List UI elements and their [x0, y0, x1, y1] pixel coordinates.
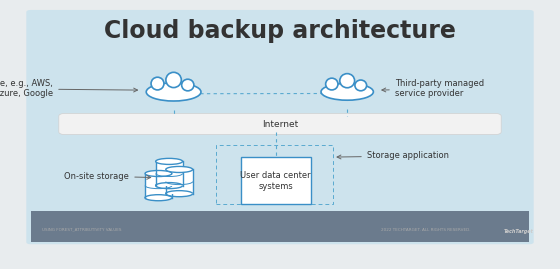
Text: User data center
systems: User data center systems	[240, 171, 311, 191]
Text: Third-party managed
service provider: Third-party managed service provider	[382, 79, 484, 98]
Text: USING FOREST_ATTRIBUTIVITY VALUES: USING FOREST_ATTRIBUTIVITY VALUES	[42, 228, 122, 232]
FancyBboxPatch shape	[59, 114, 501, 134]
Text: 2022 TECHTARGET. ALL RIGHTS RESERVED.: 2022 TECHTARGET. ALL RIGHTS RESERVED.	[381, 228, 470, 232]
Ellipse shape	[166, 72, 181, 88]
Ellipse shape	[166, 167, 193, 172]
Ellipse shape	[156, 183, 183, 189]
Bar	[166, 169, 193, 194]
Ellipse shape	[145, 195, 172, 201]
Text: Cloud backup architecture: Cloud backup architecture	[104, 19, 456, 43]
Ellipse shape	[146, 83, 201, 101]
FancyBboxPatch shape	[26, 10, 534, 244]
Ellipse shape	[340, 74, 354, 88]
Bar	[216, 145, 333, 204]
Bar	[241, 157, 311, 204]
Ellipse shape	[321, 83, 374, 100]
Bar	[156, 161, 183, 186]
Bar	[145, 174, 172, 198]
Bar	[31, 211, 529, 242]
Ellipse shape	[145, 171, 172, 176]
Text: Internet: Internet	[262, 119, 298, 129]
Ellipse shape	[166, 191, 193, 197]
Ellipse shape	[181, 79, 194, 91]
Ellipse shape	[151, 77, 164, 90]
Ellipse shape	[325, 78, 338, 90]
Text: On-site storage: On-site storage	[64, 172, 151, 181]
Text: Cloud service, e.g., AWS,
Azure, Google: Cloud service, e.g., AWS, Azure, Google	[0, 79, 138, 98]
Text: Storage application: Storage application	[337, 151, 449, 160]
Ellipse shape	[156, 158, 183, 164]
Ellipse shape	[355, 80, 367, 91]
Text: TechTarget: TechTarget	[504, 229, 534, 234]
